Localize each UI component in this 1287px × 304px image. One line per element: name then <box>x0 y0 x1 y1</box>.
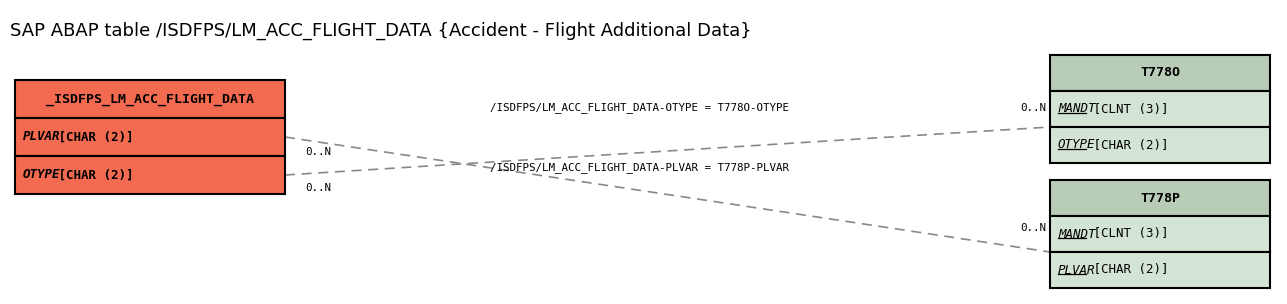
Text: /ISDFPS/LM_ACC_FLIGHT_DATA-PLVAR = T778P-PLVAR: /ISDFPS/LM_ACC_FLIGHT_DATA-PLVAR = T778P… <box>490 163 789 174</box>
Text: 0..N: 0..N <box>1021 103 1046 113</box>
Text: MANDT: MANDT <box>1058 227 1095 240</box>
FancyBboxPatch shape <box>1050 91 1270 127</box>
Text: PLVAR: PLVAR <box>1058 264 1095 277</box>
FancyBboxPatch shape <box>1050 55 1270 91</box>
Text: T778P: T778P <box>1140 192 1180 205</box>
FancyBboxPatch shape <box>15 80 284 118</box>
Text: OTYPE: OTYPE <box>1058 139 1095 151</box>
Text: [CHAR (2)]: [CHAR (2)] <box>1086 264 1169 277</box>
Text: SAP ABAP table /ISDFPS/LM_ACC_FLIGHT_DATA {Accident - Flight Additional Data}: SAP ABAP table /ISDFPS/LM_ACC_FLIGHT_DAT… <box>10 22 752 40</box>
Text: /ISDFPS/LM_ACC_FLIGHT_DATA-OTYPE = T778O-OTYPE: /ISDFPS/LM_ACC_FLIGHT_DATA-OTYPE = T778O… <box>490 102 789 113</box>
Text: T778O: T778O <box>1140 67 1180 80</box>
Text: [CLNT (3)]: [CLNT (3)] <box>1086 102 1169 116</box>
FancyBboxPatch shape <box>15 118 284 156</box>
FancyBboxPatch shape <box>1050 127 1270 163</box>
Text: 0..N: 0..N <box>1021 223 1046 233</box>
Text: [CHAR (2)]: [CHAR (2)] <box>51 168 134 181</box>
Text: [CLNT (3)]: [CLNT (3)] <box>1086 227 1169 240</box>
FancyBboxPatch shape <box>1050 252 1270 288</box>
Text: [CHAR (2)]: [CHAR (2)] <box>1086 139 1169 151</box>
Text: OTYPE: OTYPE <box>23 168 60 181</box>
FancyBboxPatch shape <box>1050 216 1270 252</box>
FancyBboxPatch shape <box>1050 180 1270 216</box>
Text: MANDT: MANDT <box>1058 102 1095 116</box>
Text: PLVAR: PLVAR <box>23 130 60 143</box>
Text: 0..N: 0..N <box>305 147 331 157</box>
FancyBboxPatch shape <box>15 156 284 194</box>
Text: [CHAR (2)]: [CHAR (2)] <box>51 130 134 143</box>
Text: _ISDFPS_LM_ACC_FLIGHT_DATA: _ISDFPS_LM_ACC_FLIGHT_DATA <box>46 92 254 105</box>
Text: 0..N: 0..N <box>305 183 331 193</box>
